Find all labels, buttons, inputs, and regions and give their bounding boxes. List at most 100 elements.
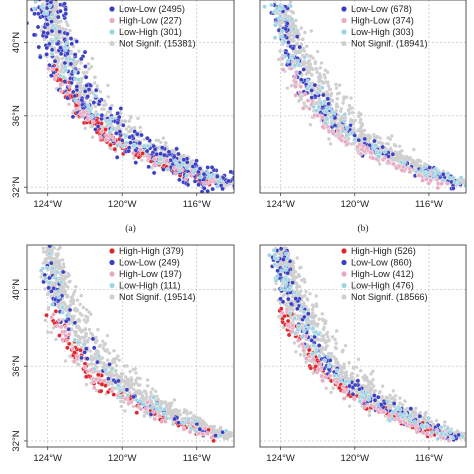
y-tick-label: 36°N [11, 355, 22, 376]
point-not-signif [335, 96, 339, 101]
point-low-low [116, 114, 122, 120]
point-not-signif [56, 20, 61, 25]
point-low-high [33, 0, 38, 5]
point-not-signif [61, 284, 66, 289]
point-low-high [341, 118, 347, 124]
point-low-high [377, 150, 383, 156]
point-not-signif [131, 367, 136, 372]
point-low-high [198, 174, 203, 180]
point-high-low [444, 181, 450, 186]
point-not-signif [397, 144, 402, 149]
point-not-signif [351, 366, 356, 370]
point-not-signif [116, 354, 120, 358]
point-not-signif [330, 99, 335, 103]
point-low-high [117, 394, 123, 400]
legend-label: Low-Low (2495) [119, 4, 185, 14]
point-low-high [177, 163, 183, 169]
point-low-high [54, 269, 60, 275]
legend-swatch-high-high [109, 248, 115, 254]
point-not-signif [131, 387, 136, 391]
point-not-signif [81, 305, 86, 310]
point-not-signif [323, 76, 327, 80]
point-low-high [123, 133, 129, 139]
point-not-signif [57, 262, 62, 266]
point-not-signif [312, 319, 316, 323]
point-not-signif [106, 83, 110, 88]
point-low-low [41, 30, 46, 35]
point-low-low [192, 178, 198, 184]
legend-label: Not Signif. (19514) [119, 292, 196, 302]
point-not-signif [295, 275, 299, 279]
point-not-signif [356, 357, 361, 362]
point-not-signif [79, 61, 83, 65]
point-not-signif [273, 287, 277, 292]
legend-swatch-not-signif [109, 294, 115, 300]
map-frame [259, 0, 467, 194]
point-not-signif [170, 414, 174, 419]
point-not-signif [93, 75, 97, 80]
point-low-low [52, 58, 58, 64]
point-not-signif [333, 337, 337, 342]
point-low-high [145, 143, 151, 149]
point-low-low [205, 165, 210, 170]
point-low-low [72, 52, 78, 57]
point-not-signif [125, 377, 130, 382]
point-not-signif [328, 142, 333, 146]
point-low-low [309, 88, 314, 93]
point-high-low [293, 84, 298, 89]
point-high-high [111, 392, 117, 397]
point-not-signif [332, 355, 336, 359]
point-not-signif [63, 289, 67, 293]
point-low-low [137, 140, 142, 146]
point-not-signif [322, 338, 326, 342]
point-not-signif [290, 20, 295, 25]
point-low-high [282, 54, 288, 59]
point-not-signif [104, 372, 109, 376]
point-high-low [138, 147, 143, 152]
point-not-signif [89, 357, 93, 361]
point-not-signif [108, 146, 112, 151]
point-high-low [60, 337, 65, 342]
point-not-signif [65, 274, 70, 279]
point-high-low [339, 137, 344, 143]
point-not-signif [302, 277, 306, 281]
point-low-high [95, 112, 100, 117]
point-low-high [158, 405, 163, 411]
point-high-low [81, 109, 86, 115]
point-not-signif [385, 141, 389, 146]
point-not-signif [310, 307, 315, 312]
point-not-signif [80, 313, 84, 317]
point-not-signif [182, 410, 186, 415]
legend-swatch-not-signif [109, 40, 115, 47]
point-not-signif [281, 325, 285, 330]
point-low-high [373, 143, 378, 148]
point-high-low [103, 137, 109, 143]
point-not-signif [311, 56, 315, 60]
point-high-high [103, 127, 108, 132]
point-low-high [44, 265, 50, 271]
point-high-low [181, 426, 187, 432]
legend-swatch-low-low [109, 259, 115, 266]
point-low-low [301, 67, 307, 72]
point-not-signif [111, 357, 115, 362]
y-tick-label: 40°N [11, 279, 22, 300]
point-low-high [272, 35, 278, 40]
point-not-signif [105, 349, 109, 353]
map-frame [26, 244, 235, 448]
point-low-high [62, 44, 68, 49]
point-not-signif [325, 70, 330, 74]
point-not-signif [303, 30, 307, 35]
point-high-low [98, 134, 103, 140]
point-low-high [55, 289, 61, 294]
point-not-signif [334, 341, 338, 345]
point-not-signif [62, 265, 66, 269]
point-low-high [110, 126, 116, 132]
point-low-low [325, 96, 331, 102]
point-low-high [329, 120, 335, 126]
point-not-signif [316, 87, 320, 91]
point-not-signif [309, 54, 313, 58]
point-not-signif [178, 413, 182, 417]
point-not-signif [355, 374, 360, 378]
